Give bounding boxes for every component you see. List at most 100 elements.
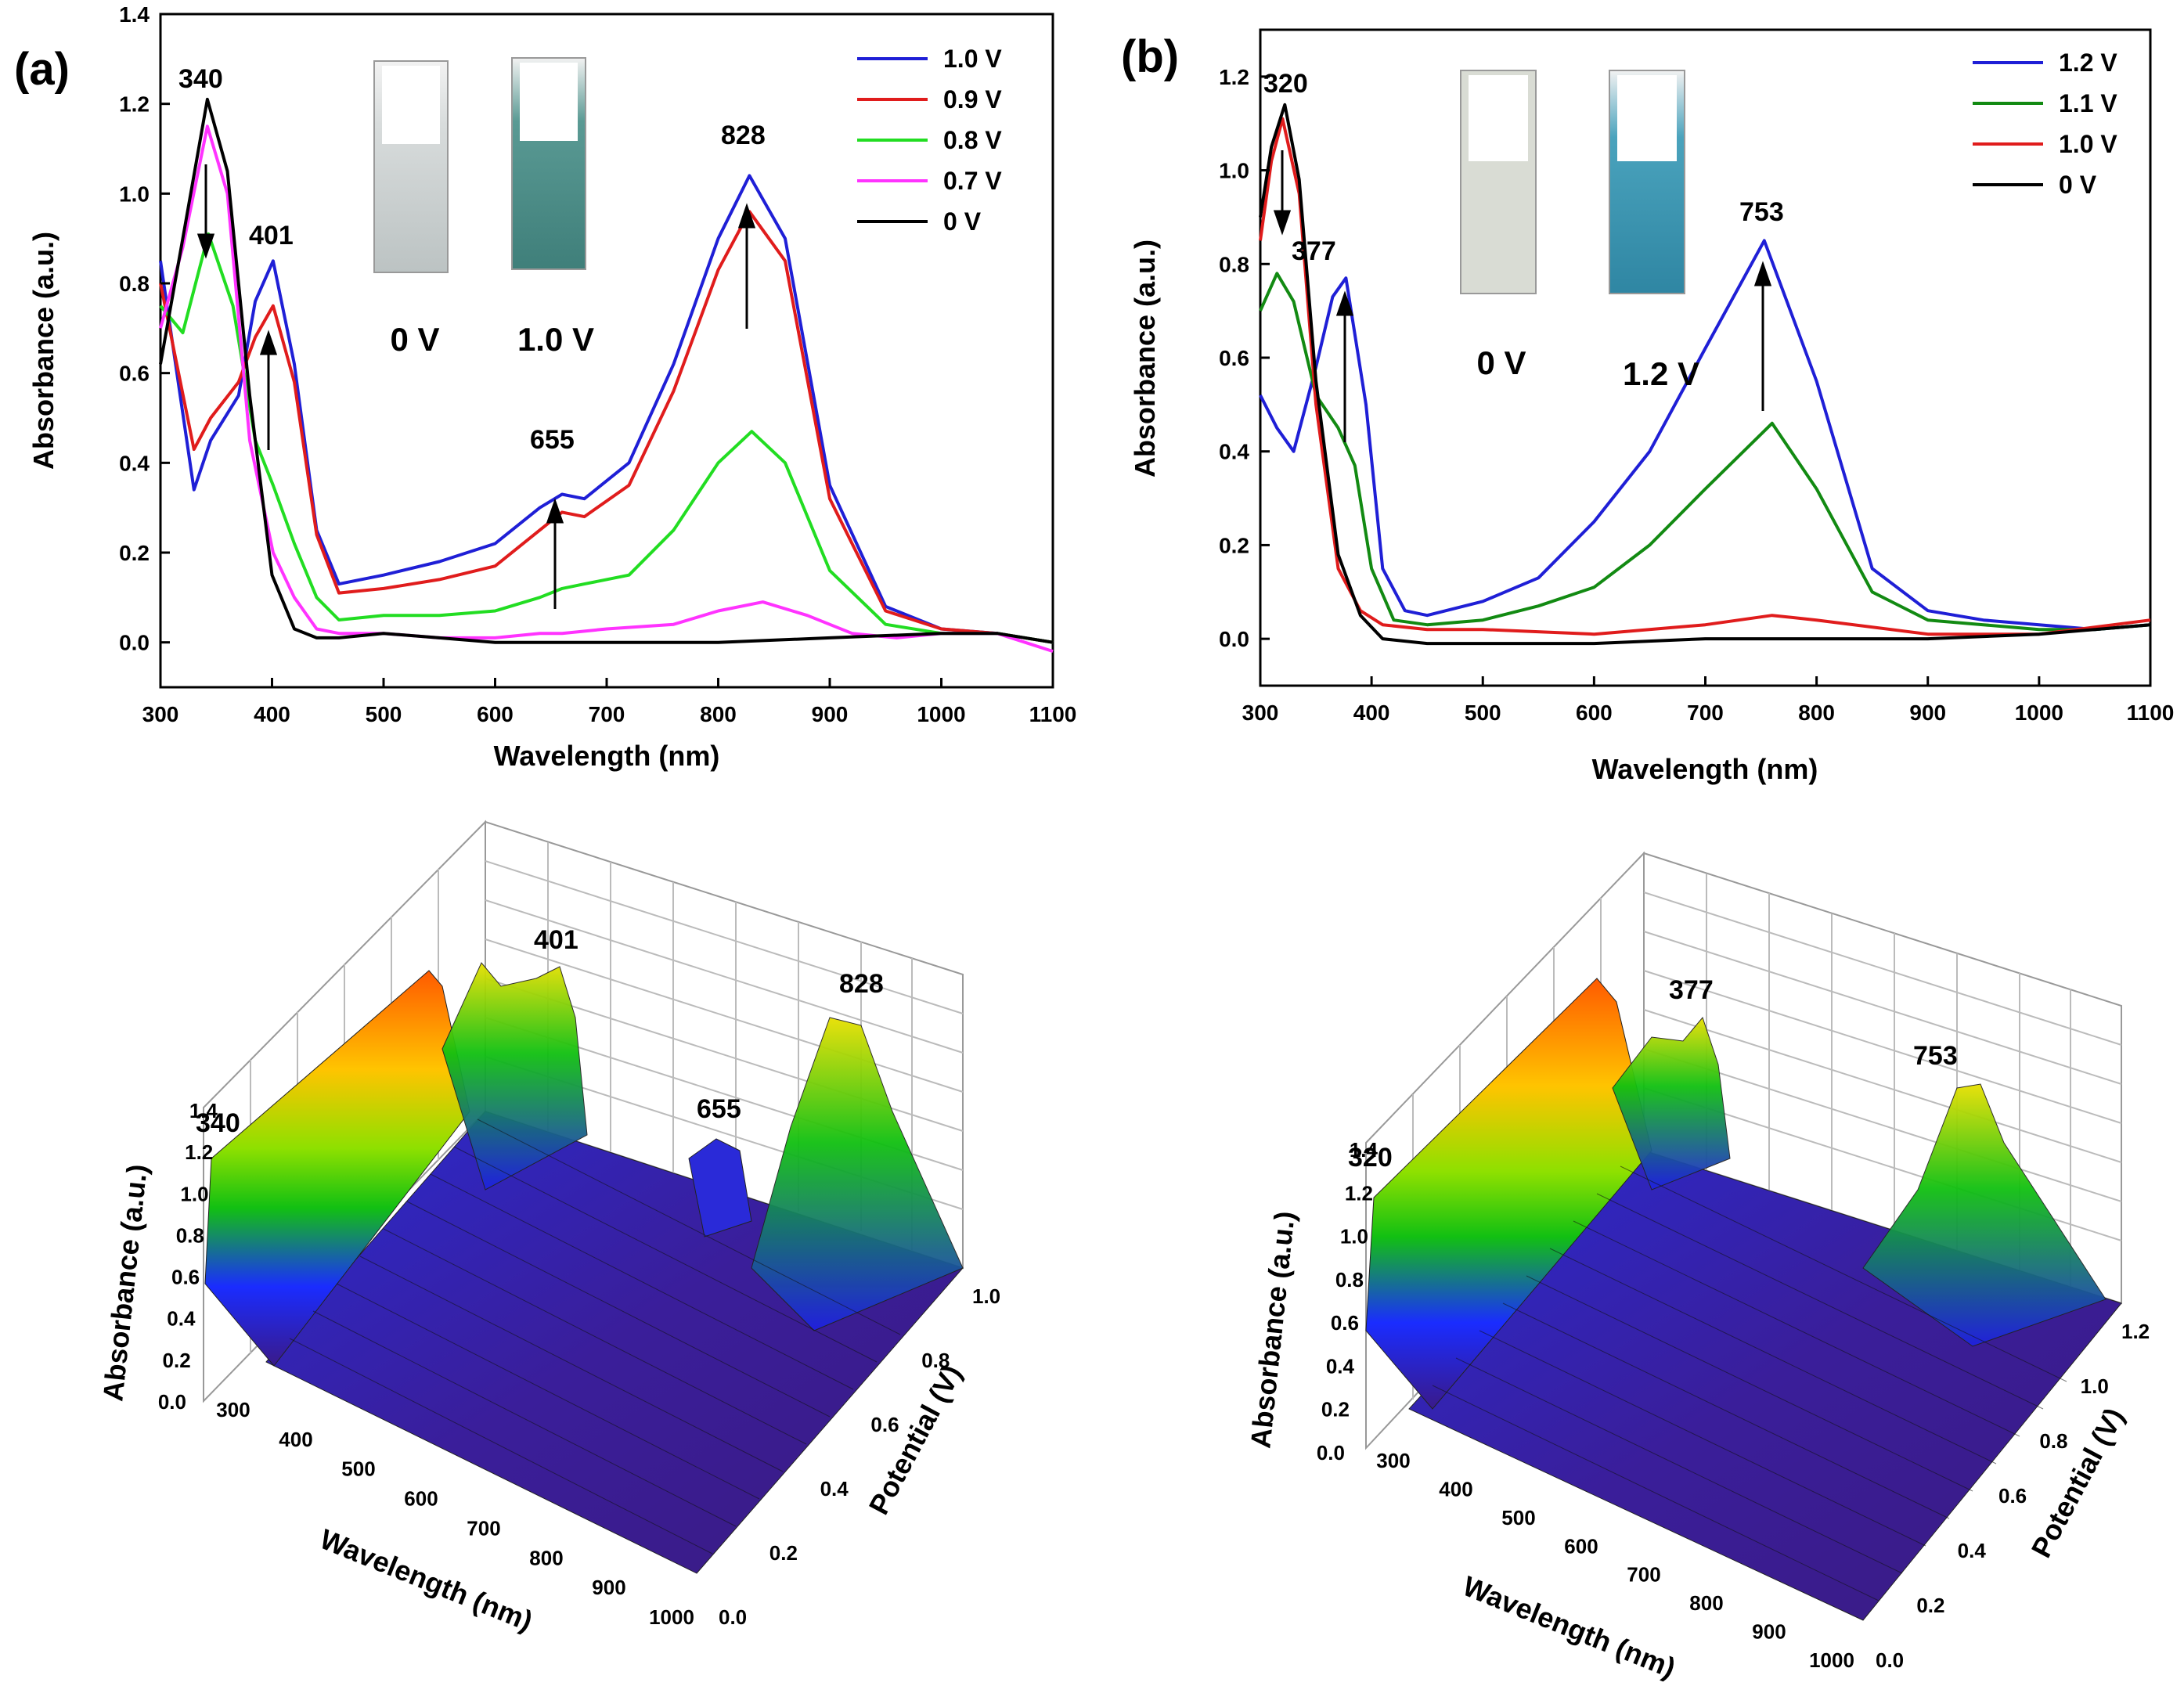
panel-b-3d-surface: 0.0 0.2 0.4 0.6 0.8 1.0 1.2 1.4 300 400 500 600 700 8… — [1244, 851, 2150, 1684]
panel-b-3d-annotation-377: 377 — [1669, 975, 1714, 1005]
panel-b-3d-y-tick-label: 1.2 — [2121, 1320, 2150, 1343]
panel-a-3d-ridge-401 — [441, 962, 588, 1191]
panel-a-inset-vial-0v — [373, 60, 449, 273]
panel-b-3d-z-tick-label: 1.2 — [1345, 1181, 1373, 1205]
panel-b-inset-vial-0v — [1460, 70, 1537, 294]
panel-a-3d-y-tick-label: 0.2 — [769, 1541, 798, 1565]
panel-b-line-chart: (b) 300 400 500 600 700 800 900 1000 1100 0.0 0.2… — [1121, 28, 2175, 785]
panel-a-3d-z-tick-label: 0.6 — [171, 1266, 200, 1289]
b-y-tick-label: 0.2 — [1219, 533, 1249, 557]
a-y-tick-label: 0.6 — [119, 362, 150, 386]
panel-a-3d-y-tick-label: 1.0 — [972, 1284, 1000, 1308]
b-x-tick-label: 900 — [1909, 701, 1946, 725]
panel-a-3d-annotation-401: 401 — [534, 925, 578, 955]
panel-b-3d-y-tick-label: 0.8 — [2039, 1429, 2067, 1453]
a-legend-label-2: 0.8 V — [943, 126, 1002, 154]
a-series-line-3 — [159, 124, 1054, 654]
a-series-line-0 — [159, 174, 1054, 644]
panel-a-annotation-401: 401 — [249, 221, 294, 250]
panel-a-label: (a) — [14, 44, 70, 95]
a-legend-label-1: 0.9 V — [943, 85, 1002, 113]
panel-a-plot-frame — [159, 13, 1054, 689]
panel-a-3d-y-tick-label: 0.4 — [820, 1477, 849, 1500]
a-x-tick-label: 900 — [812, 702, 849, 726]
panel-a-3d-x-tick-label: 1000 — [649, 1605, 694, 1629]
panel-a-annotation-828: 828 — [721, 121, 766, 150]
b-x-tick-label: 1100 — [2127, 701, 2175, 725]
b-x-tick-label: 600 — [1576, 701, 1613, 725]
panel-a-inset-label-0v: 0 V — [390, 321, 439, 358]
panel-b-3d-x-tick-label: 500 — [1501, 1506, 1535, 1529]
panel-a-3d-x-tick-label: 900 — [592, 1576, 625, 1599]
b-x-tick-label: 800 — [1798, 701, 1835, 725]
panel-a-3d-x-tick-label: 400 — [279, 1428, 312, 1451]
b-y-tick-label: 0.4 — [1219, 440, 1249, 464]
b-x-tick-label: 400 — [1353, 701, 1390, 725]
panel-a-3d-z-tick-label: 0.8 — [176, 1223, 204, 1247]
panel-b-annotation-377: 377 — [1292, 236, 1336, 266]
panel-a-series-lines — [159, 97, 1054, 654]
panel-b-3d-z-tick-label: 0.4 — [1326, 1354, 1355, 1378]
panel-b-3d-y-tick-label: 0.0 — [1876, 1648, 1904, 1672]
panel-b-inset-label-12v: 1.2 V — [1623, 355, 1699, 392]
panel-b-inset-vial-12v — [1609, 70, 1685, 294]
panel-b-3d-z-tick-label: 1.4 — [1350, 1138, 1379, 1162]
panel-b-3d-ridge-320 — [1365, 978, 1652, 1410]
panel-b-3d-y-tick-label: 0.4 — [1958, 1539, 1987, 1562]
panel-b-3d-z-tick-label: 0.8 — [1335, 1268, 1364, 1292]
panel-b-arrows — [1273, 150, 1772, 442]
panel-b-annotation-753: 753 — [1739, 197, 1784, 227]
a-series-line-1 — [159, 210, 1054, 644]
b-y-tick-label: 0.8 — [1219, 252, 1249, 276]
a-x-tick-label: 600 — [477, 702, 514, 726]
panel-b-y-axis-label: Absorbance (a.u.) — [1129, 240, 1161, 477]
panel-b-3d-x-tick-label: 1000 — [1809, 1648, 1854, 1672]
panel-b-3d-x-tick-label: 300 — [1376, 1449, 1410, 1472]
panel-b-3d-x-tick-label: 600 — [1564, 1534, 1598, 1558]
b-y-tick-label: 0.6 — [1219, 346, 1249, 370]
panel-b-inset-label-0v: 0 V — [1476, 344, 1526, 381]
panel-b-3d-y-axis-label: Potential (V) — [2025, 1403, 2131, 1563]
a-y-tick-label: 0.4 — [119, 451, 150, 475]
b-x-tick-label: 700 — [1687, 701, 1724, 725]
b-series-line-2 — [1259, 117, 2151, 636]
b-y-tick-label: 0.0 — [1219, 627, 1249, 651]
panel-a-inset-vial-1v — [511, 57, 586, 270]
panel-a-3d-ridge-655 — [688, 1138, 752, 1237]
panel-a-3d-z-tick-label: 1.2 — [185, 1140, 213, 1164]
panel-a-annotation-655: 655 — [530, 425, 575, 455]
a-y-tick-label: 1.4 — [119, 2, 150, 27]
a-y-tick-label: 0.0 — [119, 631, 150, 655]
a-y-tick-label: 0.2 — [119, 541, 150, 565]
a-legend-label-0: 1.0 V — [943, 45, 1002, 73]
panel-b-3d-y-tick-label: 0.6 — [1998, 1484, 2027, 1508]
panel-a-3d-ridge-828 — [751, 1017, 964, 1331]
panel-b-3d-ridge-753 — [1862, 1083, 2107, 1347]
panel-b-3d-y-tick-label: 1.0 — [2081, 1374, 2109, 1398]
panel-a-3d-y-tick-label: 0.6 — [870, 1413, 899, 1436]
panel-b-3d-x-tick-label: 700 — [1627, 1563, 1660, 1587]
panel-b-annotation-320: 320 — [1263, 69, 1308, 99]
panel-b-3d-annotation-320: 320 — [1348, 1143, 1393, 1173]
b-x-tick-label: 500 — [1465, 701, 1501, 725]
panel-b-label: (b) — [1121, 31, 1179, 82]
a-x-tick-label: 700 — [589, 702, 625, 726]
b-legend-label-0: 1.2 V — [2059, 49, 2117, 77]
panel-a-3d-z-tick-label: 0.2 — [163, 1349, 191, 1372]
panel-b-3d-z-tick-label: 0.2 — [1321, 1398, 1350, 1421]
a-series-line-2 — [159, 232, 1054, 644]
panel-a-line-chart: (a) 300 400 500 600 700 800 900 1000 1100 0.0 0.2… — [14, 2, 1076, 772]
panel-b-3d-z-tick-label: 0.6 — [1331, 1311, 1359, 1335]
panel-b-3d-annotation-753: 753 — [1913, 1041, 1958, 1071]
a-series-line-4 — [159, 97, 1054, 644]
panel-a-3d-x-tick-label: 800 — [529, 1546, 563, 1569]
panel-b-3d-ridge-377 — [1612, 1016, 1731, 1191]
a-legend-label-4: 0 V — [943, 207, 982, 236]
a-y-tick-label: 1.0 — [119, 182, 150, 206]
a-legend-label-3: 0.7 V — [943, 167, 1002, 195]
panel-a-x-axis-label: Wavelength (nm) — [494, 740, 720, 772]
panel-b-x-axis-label: Wavelength (nm) — [1592, 753, 1818, 785]
panel-a-y-axis-label: Absorbance (a.u.) — [27, 232, 59, 470]
a-x-tick-label: 1100 — [1029, 702, 1077, 726]
